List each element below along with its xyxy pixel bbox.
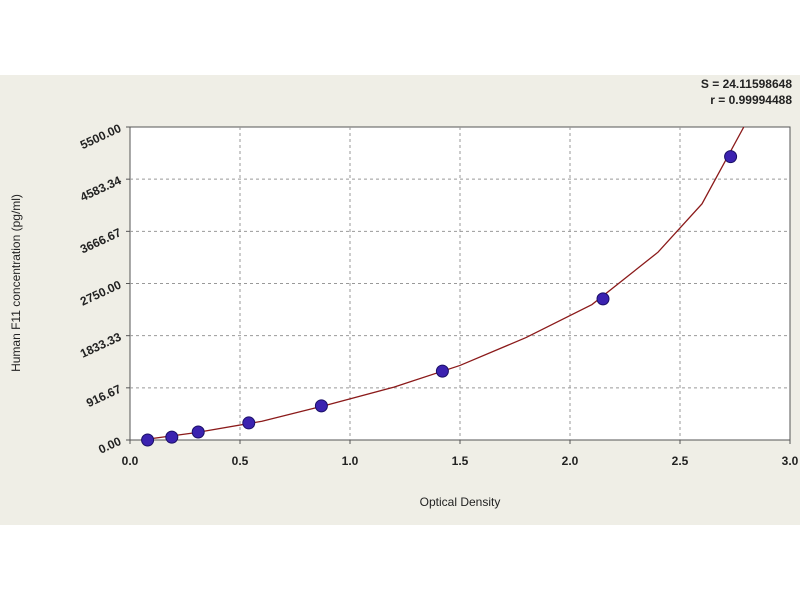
x-tick-label: 2.5 xyxy=(672,454,689,468)
x-tick-label: 0.5 xyxy=(232,454,249,468)
y-axis-label: Human F11 concentration (pg/ml) xyxy=(9,194,23,372)
data-point xyxy=(141,433,155,447)
x-tick-label: 0.0 xyxy=(122,454,139,468)
x-tick-label: 1.0 xyxy=(342,454,359,468)
x-tick-label: 3.0 xyxy=(782,454,799,468)
x-axis-label: Optical Density xyxy=(420,495,501,509)
data-point xyxy=(314,399,328,413)
data-point xyxy=(165,430,179,444)
annotation: S = 24.11598648 xyxy=(701,77,792,91)
fit-curve xyxy=(140,127,745,440)
data-point xyxy=(242,416,256,430)
x-tick-label: 2.0 xyxy=(562,454,579,468)
data-point xyxy=(596,292,610,306)
data-point xyxy=(191,425,205,439)
x-tick-label: 1.5 xyxy=(452,454,469,468)
data-point xyxy=(435,364,449,378)
data-point xyxy=(724,150,738,164)
annotation: r = 0.99994488 xyxy=(710,93,792,107)
